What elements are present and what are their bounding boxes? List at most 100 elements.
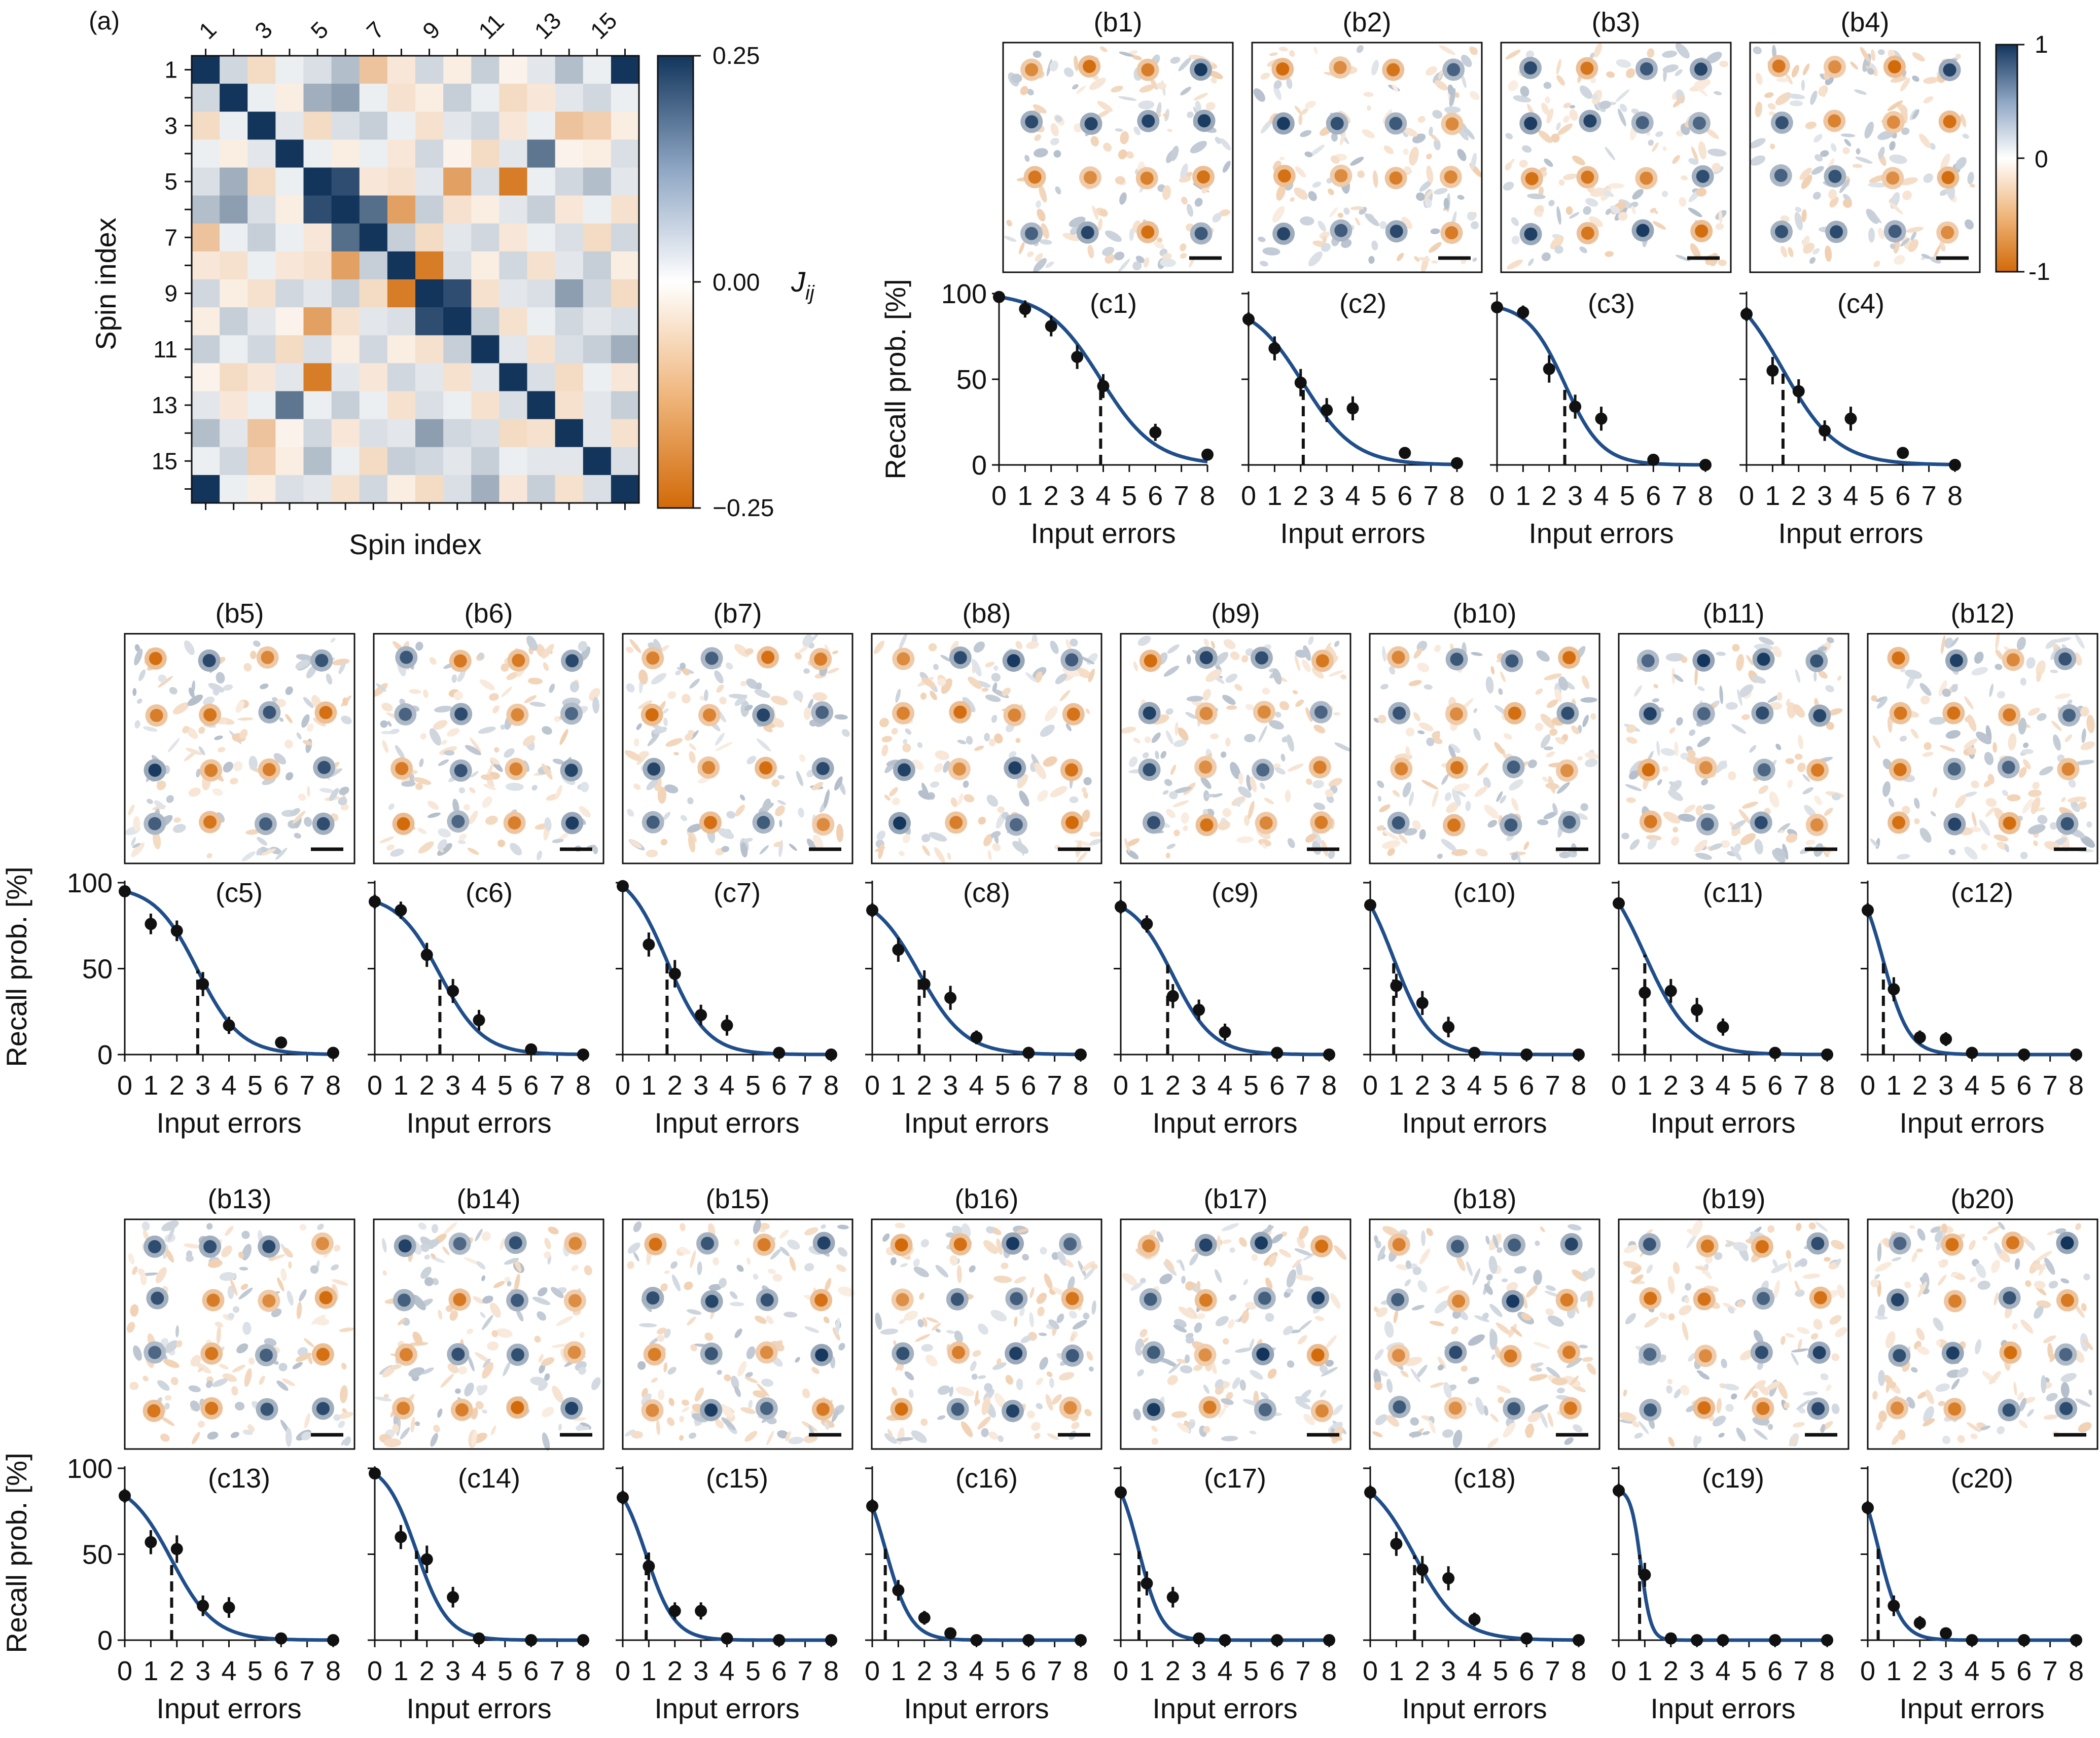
recall-data-point (1821, 1048, 1833, 1061)
pattern-noise (1813, 671, 1817, 682)
pattern-noise (576, 1424, 583, 1431)
spin-spot (1391, 1293, 1405, 1307)
pattern-noise (1900, 78, 1910, 91)
recall-x-tick-label: 6 (523, 1070, 539, 1101)
spin-spot (2059, 1348, 2073, 1361)
pattern-noise (329, 788, 339, 801)
matrix-cell (331, 56, 360, 84)
matrix-cell (247, 56, 276, 84)
pattern-noise (2036, 1251, 2052, 1261)
pattern-noise (243, 663, 252, 672)
pattern-noise (1736, 654, 1745, 671)
pattern-noise (1902, 190, 1912, 200)
spin-spot (1504, 1349, 1517, 1363)
recall-x-tick-label: 6 (1397, 481, 1412, 511)
pattern-noise (2028, 707, 2040, 716)
pattern-noise (1379, 221, 1387, 230)
recall-data-point (327, 1634, 339, 1646)
pattern-noise (1049, 60, 1058, 72)
pattern-noise (1426, 1228, 1433, 1236)
pattern-noise (898, 633, 907, 650)
pattern-panel-label: (b13) (207, 1184, 271, 1214)
pattern-noise (1554, 689, 1562, 702)
spin-spot (1065, 816, 1079, 829)
spin-spot (1392, 816, 1405, 830)
pattern-noise (1047, 1433, 1059, 1440)
spin-spot (2058, 652, 2072, 666)
pattern-noise (1656, 740, 1660, 756)
pattern-noise (1716, 651, 1726, 656)
spin-spot (1006, 1237, 1020, 1250)
pattern-noise (1031, 1422, 1041, 1431)
pattern-noise (921, 677, 936, 688)
pattern-noise (1779, 829, 1785, 833)
pattern-noise (1967, 746, 1976, 755)
pattern-noise (681, 694, 691, 704)
pattern-noise (1681, 656, 1688, 663)
pattern-noise (1767, 103, 1776, 110)
spin-spot (1144, 1292, 1157, 1306)
pattern-noise (1885, 1377, 1891, 1393)
spin-spot (1315, 1404, 1329, 1418)
matrix-cell (387, 112, 416, 140)
spin-spot (398, 1239, 412, 1253)
pattern-noise (1536, 1368, 1542, 1372)
pattern-noise (1082, 1261, 1095, 1272)
pattern-noise (1392, 790, 1400, 797)
spin-spot (451, 815, 465, 828)
pattern-noise (1295, 1400, 1311, 1410)
pattern-noise (158, 676, 173, 688)
pattern-noise (420, 1266, 432, 1279)
pattern-noise (1920, 695, 1930, 705)
pattern-noise (2018, 1420, 2028, 1428)
pattern-noise (1675, 43, 1690, 59)
pattern-noise (1432, 110, 1443, 119)
pattern-noise (1815, 1221, 1828, 1232)
recall-x-tick-label: 2 (419, 1070, 435, 1101)
pattern-noise (1900, 238, 1910, 247)
pattern-noise (214, 735, 223, 740)
recall-x-axis-label: Input errors (1402, 1692, 1547, 1724)
recall-x-tick-label: 2 (1165, 1070, 1181, 1101)
pattern-noise (197, 1367, 203, 1372)
pattern-noise (1573, 1424, 1583, 1433)
pattern-noise (253, 640, 261, 647)
pattern-noise (1471, 153, 1477, 170)
recall-panel-label: (c1) (1090, 288, 1137, 319)
pattern-noise (994, 733, 1003, 744)
matrix-cell (443, 223, 472, 252)
pattern-noise (1548, 200, 1555, 206)
pattern-noise (420, 733, 426, 740)
pattern-noise (1950, 637, 1959, 647)
pattern-noise (1015, 738, 1021, 743)
pattern-noise (1386, 1379, 1393, 1393)
pattern-noise (1405, 728, 1415, 737)
pattern-noise (1040, 1247, 1047, 1255)
pattern-noise (1758, 785, 1769, 794)
pattern-noise (1751, 675, 1766, 684)
recall-data-point (1115, 900, 1127, 913)
pattern-noise (292, 811, 306, 824)
pattern-noise (1431, 260, 1438, 264)
spin-spot (1946, 1346, 1960, 1360)
pattern-noise (1738, 684, 1754, 698)
pattern-noise (804, 1263, 814, 1272)
pattern-noise (297, 1347, 308, 1356)
pattern-noise (1154, 241, 1164, 249)
pattern-noise (1955, 53, 1961, 59)
pattern-noise (904, 1311, 918, 1321)
matrix-cell (220, 139, 248, 168)
recall-x-axis-label: Input errors (406, 1107, 551, 1139)
spin-spot (1392, 650, 1405, 664)
pattern-noise (1864, 121, 1874, 139)
spin-spot (953, 651, 967, 665)
spin-spot (1025, 115, 1039, 129)
recall-data-point (170, 924, 183, 937)
pattern-noise (1405, 746, 1410, 756)
recall-x-tick-label: 5 (1122, 481, 1137, 511)
pattern-panel: (b10) (1369, 598, 1600, 864)
matrix-cell (499, 195, 528, 224)
spin-spot (1276, 62, 1290, 76)
pattern-noise (1350, 157, 1364, 166)
